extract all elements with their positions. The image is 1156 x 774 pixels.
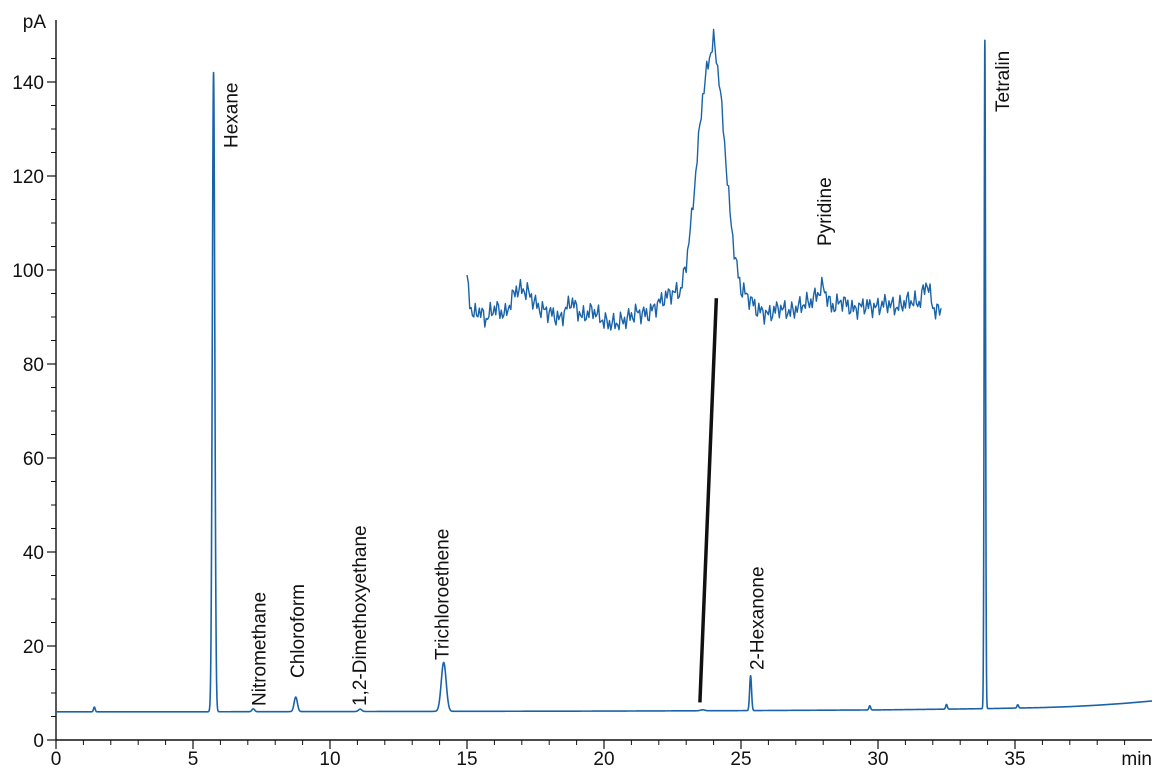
zoom-indicator-line [698, 298, 719, 703]
x-tick-label: 25 [730, 749, 751, 769]
y-tick-label: 60 [23, 449, 44, 470]
pyridine-inset-trace [466, 28, 942, 331]
y-tick-label: 0 [33, 731, 44, 752]
x-tick-label: 20 [593, 749, 614, 769]
x-tick-label: 15 [456, 749, 477, 769]
peak-label-dimethoxyethane: 1,2-Dimethoxyethane [350, 525, 371, 706]
y-tick-label: 100 [12, 261, 44, 282]
x-tick-label: 0 [51, 749, 62, 769]
peak-label-2-hexanone: 2-Hexanone [748, 566, 769, 670]
x-tick-label: 35 [1004, 749, 1025, 769]
x-tick-label: 10 [319, 749, 340, 769]
axes: 0 5 10 15 20 25 30 35 min 0 20 40 60 80 100 120 140 pA [12, 12, 1152, 770]
peak-label-trichloroethene: Trichloroethene [433, 529, 454, 660]
y-tick-label: 140 [12, 73, 44, 94]
peak-labels: Hexane Nitromethane Chloroform 1,2-Dimethox… [222, 51, 1014, 706]
x-tick-label: 5 [188, 749, 199, 769]
y-tick-label: 40 [23, 543, 44, 564]
peak-label-pyridine: Pyridine [815, 177, 836, 246]
peak-label-hexane: Hexane [222, 83, 243, 148]
plot-area [55, 28, 1153, 713]
y-tick-label: 20 [23, 637, 44, 658]
y-tick-label: 80 [23, 355, 44, 376]
y-tick-label: 120 [12, 167, 44, 188]
x-axis-unit: min [1121, 749, 1152, 769]
peak-label-nitromethane: Nitromethane [249, 592, 270, 706]
peak-label-tetralin: Tetralin [993, 51, 1014, 112]
x-tick-label: 30 [867, 749, 888, 769]
peak-label-chloroform: Chloroform [288, 584, 309, 678]
y-axis-unit: pA [23, 12, 47, 33]
chromatogram-trace [55, 39, 1153, 713]
